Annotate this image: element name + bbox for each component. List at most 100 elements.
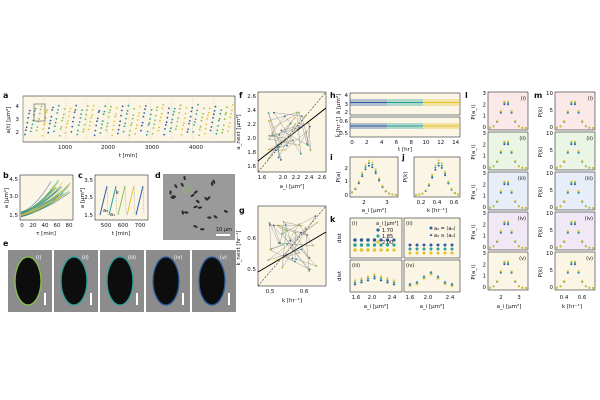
row-point: [496, 160, 499, 162]
a-point: [77, 129, 79, 132]
a-point: [111, 134, 113, 137]
dist-point: [361, 175, 364, 178]
row-point: [574, 103, 576, 106]
c-division: [106, 185, 109, 215]
panel-h-bottom-frame: [349, 116, 461, 138]
a-point: [176, 120, 179, 123]
row-point: [507, 263, 509, 266]
panel-h-xticks: 0 2 4 6 8 10 12 14: [350, 140, 459, 146]
panel-h-ytick-top-4: 4: [345, 93, 349, 99]
a-point: [70, 131, 73, 133]
panel-b-ytick-15: 1.5: [9, 213, 18, 219]
a-point: [85, 113, 88, 116]
row-point: [492, 165, 495, 168]
e-cell-outline: [106, 256, 134, 306]
b-trace: [20, 186, 69, 218]
web-line: [283, 140, 294, 143]
panel-k-legend-i-marker-0: [376, 228, 380, 232]
a-point: [137, 115, 140, 117]
web-line: [286, 224, 300, 245]
row-point: [514, 120, 517, 122]
panel-i-ytick-0: 0: [345, 193, 349, 199]
panel-k-xtick-r-24: 2.4: [446, 295, 455, 301]
row-point: [559, 205, 562, 208]
row-point: [503, 140, 506, 143]
a-point: [27, 117, 30, 119]
a-point: [92, 104, 95, 107]
row-point: [489, 166, 491, 169]
a-point: [28, 109, 31, 112]
a-point: [56, 112, 59, 114]
row-point: [503, 180, 506, 183]
a-point: [156, 106, 159, 109]
c-cycle: [126, 185, 135, 216]
a-point: [31, 123, 34, 126]
row-point: [574, 183, 576, 186]
row-sublabel: (v): [519, 256, 526, 262]
a-point: [46, 109, 49, 112]
a-point: [155, 109, 158, 112]
a-point: [139, 105, 141, 108]
panel-a-xlabel: t [min]: [119, 153, 138, 159]
panel-k-legend-ii-marker-1: [429, 233, 433, 236]
a-point: [213, 110, 216, 112]
panel-b-xtick-0: 0: [20, 223, 24, 229]
a-point: [64, 131, 67, 134]
d-cell: [193, 190, 198, 194]
row-point: [517, 205, 520, 208]
row-point: [496, 280, 499, 282]
a-point: [187, 128, 190, 131]
panel-c-annot-k: k: [116, 190, 119, 196]
row-sublabel: (iv): [585, 216, 593, 222]
panel-i-points: [351, 159, 397, 196]
web-line: [296, 112, 301, 154]
k-point-right: [422, 247, 426, 251]
a-point: [125, 112, 128, 115]
dist-point: [424, 189, 427, 192]
row-point: [499, 270, 502, 272]
h-xtick: 14: [452, 140, 459, 146]
row-point: [510, 110, 513, 112]
panel-h: h ā [μm²] k̄ [hr⁻¹] 4 3 2 0.6 0.5 0 2 4 6 8 1…: [330, 91, 461, 153]
panel-c-ytick-15: 1.5: [84, 213, 93, 219]
a-point: [68, 110, 71, 113]
panel-m-xtick-04: 0.4: [560, 295, 569, 301]
a-point: [115, 113, 117, 116]
a-point: [231, 109, 233, 112]
web-line: [272, 134, 280, 136]
a-point: [112, 124, 115, 127]
dist-point: [395, 193, 397, 196]
a-point: [183, 122, 185, 125]
row-frame: [554, 211, 596, 251]
k-triangle: [360, 280, 363, 284]
a-point: [41, 134, 44, 137]
panel-h-ytick-bot-06: 0.6: [339, 119, 348, 125]
row-ytick: 2: [483, 182, 487, 188]
a-point: [130, 124, 132, 127]
e-sublabel: (v): [220, 255, 227, 261]
a-point: [91, 109, 94, 111]
row-point: [574, 180, 576, 183]
dist-point: [453, 191, 456, 194]
a-point: [217, 125, 219, 127]
row-point: [510, 270, 513, 272]
k-triangle-right: [429, 272, 433, 276]
a-point: [131, 117, 134, 120]
row-ylabel: P(a_i): [471, 264, 477, 279]
panel-f-frame: [257, 91, 327, 173]
a-point: [151, 133, 154, 135]
panel-k-legend-ii-0: a₀ = ⟨a₀⟩: [434, 226, 455, 232]
row-frame: [487, 131, 529, 171]
panel-d: d 10 μm: [155, 171, 235, 240]
dist-point: [391, 193, 394, 196]
a-point: [196, 109, 199, 112]
dist-point: [437, 164, 440, 167]
web-line: [269, 224, 302, 227]
dist-point: [371, 166, 374, 169]
a-point: [104, 105, 107, 108]
row-point: [489, 206, 491, 209]
row-point: [559, 245, 562, 248]
a-point: [228, 122, 231, 124]
a-point: [209, 129, 212, 132]
panel-e-label: e: [3, 239, 9, 248]
